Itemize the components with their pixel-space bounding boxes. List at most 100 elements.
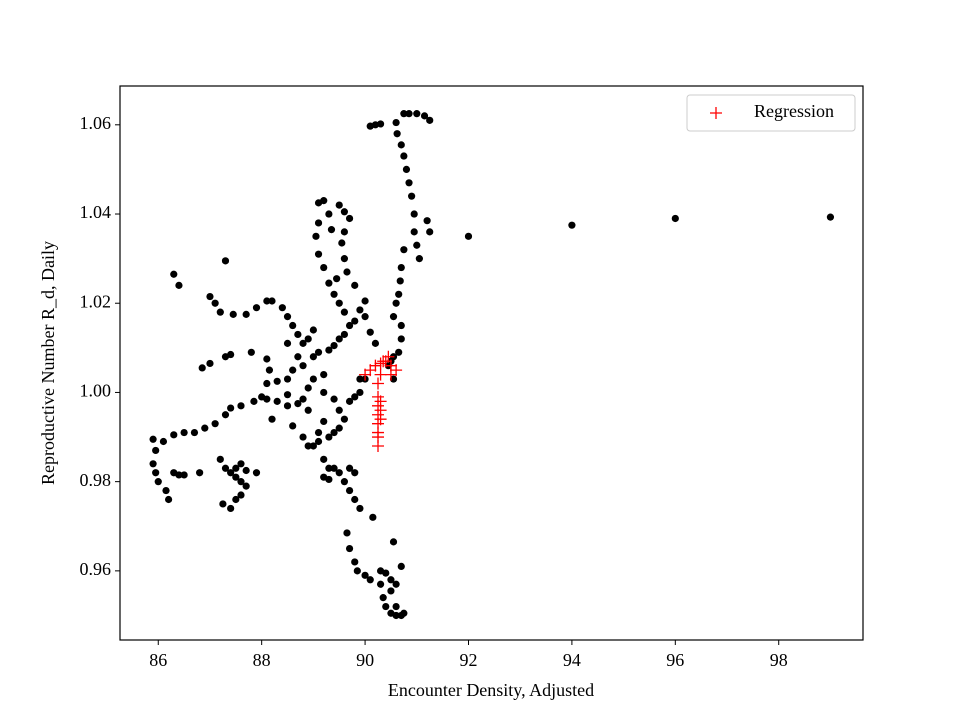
point: [397, 335, 405, 343]
point: [299, 339, 307, 347]
point: [392, 602, 400, 611]
point: [330, 428, 338, 437]
point: [299, 395, 307, 403]
point: [345, 544, 354, 553]
y-tick-label: 1.00: [80, 381, 112, 401]
point: [159, 437, 168, 446]
y-tick-label: 0.96: [80, 559, 112, 579]
legend-box: [686, 94, 856, 132]
point: [221, 411, 230, 419]
point: [376, 580, 385, 588]
point: [464, 232, 473, 240]
point: [372, 439, 385, 452]
point: [170, 431, 178, 439]
point: [263, 355, 271, 363]
point: [221, 257, 230, 265]
point: [415, 255, 423, 263]
point: [397, 562, 405, 571]
point: [304, 335, 312, 343]
point: [392, 299, 400, 307]
point: [312, 232, 320, 240]
point: [345, 397, 354, 405]
point: [216, 308, 224, 316]
point: [237, 460, 245, 468]
point: [340, 478, 348, 486]
point: [408, 192, 416, 200]
point: [400, 110, 408, 118]
point: [374, 357, 387, 370]
point: [392, 118, 400, 127]
point: [314, 437, 323, 446]
point: [351, 281, 359, 289]
point: [351, 495, 359, 504]
point: [304, 406, 312, 414]
point: [333, 275, 341, 283]
point: [340, 415, 348, 423]
point: [351, 317, 359, 325]
point: [392, 611, 400, 620]
point: [356, 375, 364, 383]
x-axis-label: Encounter Density, Adjusted: [388, 680, 594, 700]
y-tick-label: 1.02: [80, 291, 112, 311]
point: [325, 279, 333, 287]
point: [395, 290, 403, 298]
point: [361, 297, 369, 305]
point: [325, 210, 333, 218]
point: [325, 346, 333, 354]
point: [289, 366, 297, 374]
point: [369, 359, 382, 372]
point: [242, 482, 250, 490]
x-tick-label: 86: [149, 650, 167, 670]
point: [273, 397, 281, 405]
point: [340, 308, 348, 316]
point: [152, 446, 160, 455]
point: [353, 567, 361, 575]
point: [410, 228, 418, 236]
point: [371, 339, 380, 347]
point: [149, 435, 157, 443]
point: [387, 576, 395, 584]
point: [389, 375, 398, 383]
point: [289, 321, 297, 330]
point: [366, 328, 374, 336]
point: [299, 433, 307, 441]
point: [396, 277, 404, 285]
point: [320, 263, 328, 272]
point: [320, 370, 328, 379]
point: [211, 299, 219, 307]
point: [283, 375, 292, 383]
point: [314, 250, 323, 258]
point: [162, 486, 170, 495]
x-tick-label: 96: [666, 650, 684, 670]
point: [413, 110, 421, 118]
point: [273, 377, 281, 385]
point: [413, 241, 421, 249]
legend: Regression: [686, 94, 856, 132]
point: [232, 495, 240, 504]
point: [304, 442, 312, 450]
point: [356, 306, 364, 314]
point: [335, 335, 343, 343]
point: [340, 330, 348, 339]
point: [232, 464, 240, 472]
point: [397, 263, 405, 272]
point: [335, 424, 343, 432]
point: [343, 529, 351, 537]
point: [237, 402, 245, 410]
point: [219, 500, 227, 508]
point: [340, 255, 348, 263]
point: [361, 571, 369, 579]
point: [314, 348, 323, 356]
point: [175, 281, 183, 289]
point: [330, 395, 338, 403]
point: [242, 310, 250, 318]
point: [175, 471, 183, 479]
point: [351, 469, 359, 477]
point: [423, 217, 431, 225]
point: [345, 464, 354, 472]
point: [400, 152, 408, 160]
point: [400, 246, 408, 254]
point: [325, 464, 333, 472]
point: [309, 326, 317, 334]
point: [376, 120, 385, 128]
